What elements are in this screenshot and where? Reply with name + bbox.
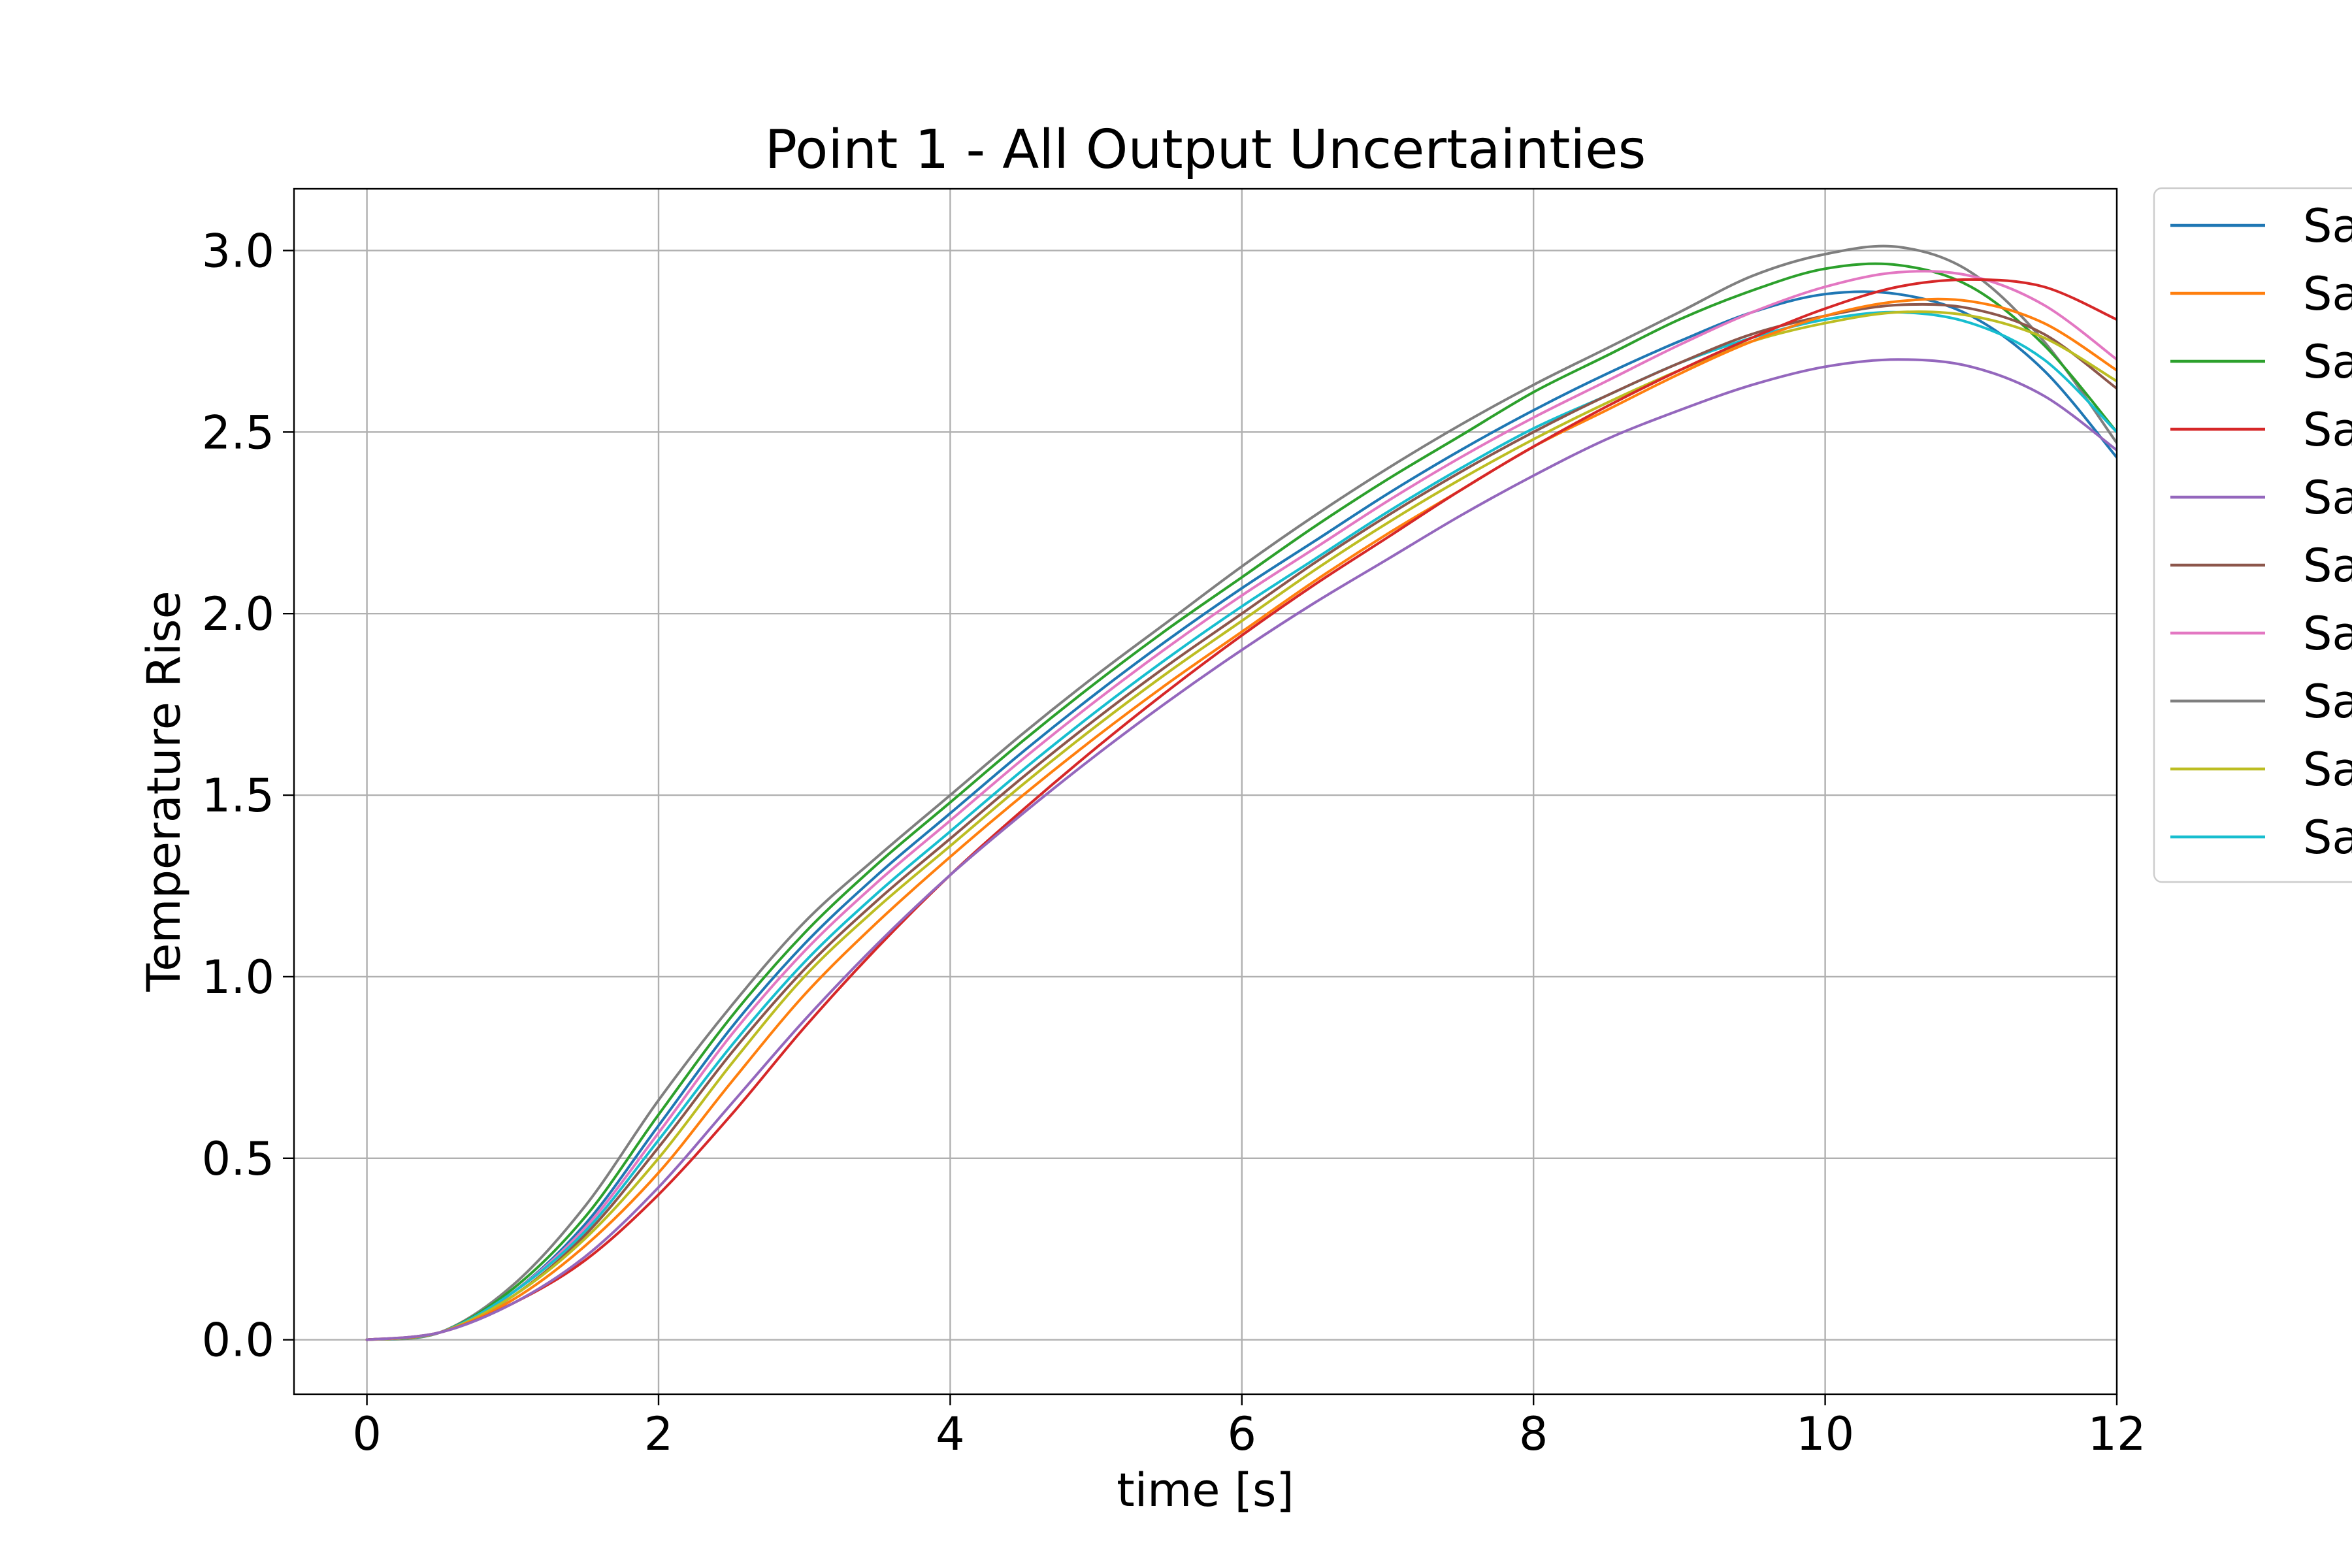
y-tick-label: 0.5 bbox=[202, 1132, 274, 1186]
x-tick-label: 10 bbox=[1796, 1407, 1854, 1461]
y-tick-label: 2.5 bbox=[202, 406, 274, 459]
series-line bbox=[365, 302, 2117, 1341]
y-tick-label: 0.0 bbox=[202, 1314, 274, 1367]
series-line bbox=[365, 244, 2117, 1341]
legend-label: Sa bbox=[2303, 199, 2352, 253]
y-axis-label: Temperature Rise bbox=[137, 591, 191, 992]
y-tick-label: 1.0 bbox=[202, 951, 274, 1004]
x-tick-label: 2 bbox=[644, 1407, 674, 1461]
x-tick-label: 0 bbox=[352, 1407, 382, 1461]
legend-label: Sa bbox=[2303, 607, 2352, 661]
legend-label: Sa bbox=[2303, 403, 2352, 457]
x-axis: 0 2 4 6 8 10 12 bbox=[352, 1394, 2146, 1461]
series-line bbox=[365, 270, 2117, 1341]
legend-label: Sa bbox=[2303, 267, 2352, 321]
legend-label: Sa bbox=[2303, 335, 2352, 389]
series-line bbox=[365, 262, 2117, 1341]
plot-frame bbox=[293, 188, 2118, 1396]
series-line bbox=[365, 310, 2117, 1341]
series-line bbox=[365, 358, 2117, 1341]
y-tick-label: 3.0 bbox=[202, 224, 274, 278]
chart-title: Point 1 - All Output Uncertainties bbox=[765, 119, 1646, 181]
x-tick-label: 6 bbox=[1228, 1407, 1257, 1461]
grid bbox=[294, 189, 2118, 1394]
legend-label: Sa bbox=[2303, 471, 2352, 525]
series-line bbox=[365, 290, 2117, 1341]
x-tick-label: 8 bbox=[1519, 1407, 1548, 1461]
y-tick-label: 2.0 bbox=[202, 587, 274, 641]
x-tick-label: 12 bbox=[2087, 1407, 2146, 1461]
x-tick-label: 4 bbox=[936, 1407, 965, 1461]
legend-label: Sa bbox=[2303, 743, 2352, 796]
series-layer bbox=[365, 244, 2117, 1341]
legend-label: Sa bbox=[2303, 675, 2352, 728]
x-axis-label: time [s] bbox=[1117, 1463, 1294, 1517]
legend-label: Sa bbox=[2303, 539, 2352, 593]
series-line bbox=[365, 310, 2117, 1341]
series-line bbox=[365, 278, 2117, 1341]
legend-label: Sa bbox=[2303, 811, 2352, 864]
y-axis: 0.0 0.5 1.0 1.5 2.0 2.5 3.0 bbox=[202, 224, 294, 1367]
legend: Sa Sa Sa Sa Sa Sa Sa Sa Sa Sa bbox=[2153, 187, 2352, 883]
y-tick-label: 1.5 bbox=[202, 769, 274, 823]
series-line bbox=[365, 297, 2117, 1341]
